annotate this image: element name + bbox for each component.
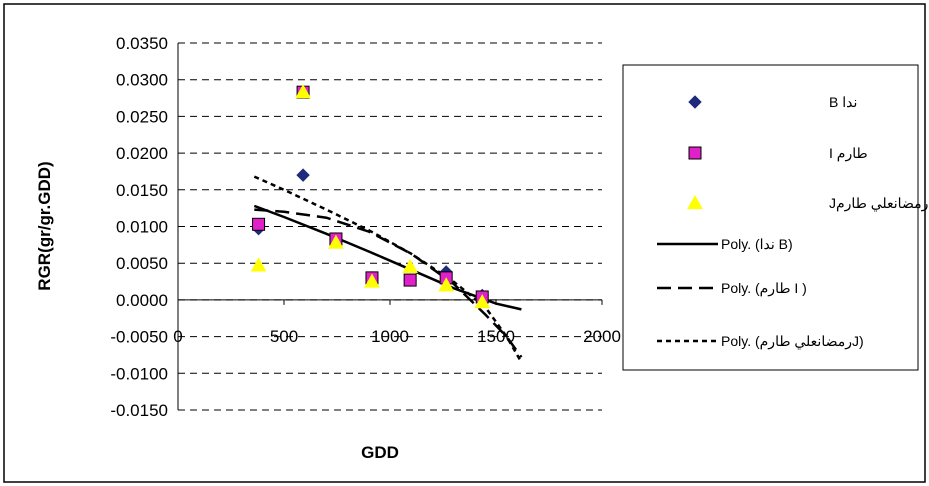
x-tick-label: 1500 [477,327,515,346]
legend-label: Poly. (طارم I ) [721,280,807,297]
legend-label: Poly. (رمضانعلي طارمJ) [721,333,864,350]
data-markers [250,84,491,309]
data-point [296,168,310,182]
y-tick-label: 0.0200 [116,144,168,163]
y-axis-title: RGR(gr/gr.GDD) [35,161,54,290]
legend-marker [688,95,702,109]
data-point [403,273,417,287]
data-point [250,257,267,272]
trendline [253,175,523,363]
y-tick-label: 0.0250 [116,107,168,126]
legend-marker [688,146,702,160]
data-point [295,84,311,99]
y-tick-label: -0.0100 [110,364,168,383]
legend-marker [687,194,703,210]
data-point [328,234,344,249]
data-point [364,273,380,288]
y-tick-labels: 0.0350 0.0300 0.0250 0.0200 0.0150 0.0100 0.00… [110,34,168,420]
trendlines [253,175,523,363]
legend-label: طارم I [829,145,868,162]
y-tick-label: 0.0150 [116,181,168,200]
x-tick-label: 1000 [371,327,409,346]
legend-label: Poly. (ندا B) [721,236,793,252]
x-tick-label: 500 [270,327,298,346]
y-tick-label: -0.0050 [110,328,168,347]
legend-box [622,64,919,371]
legend-items: ندا B طارم I رمضانعلي طارمJ Poly. (ندا B) Po… [657,94,928,350]
trendline [253,204,522,311]
x-axis-title: GDD [361,443,399,462]
y-tick-label: 0.0350 [116,34,168,53]
y-tick-label: 0.0100 [116,218,168,237]
x-tick-label: 0 [173,327,182,346]
legend-label: رمضانعلي طارمJ [829,195,928,212]
y-tick-label: -0.0150 [110,401,168,420]
legend-label: ندا B [829,94,857,110]
data-point [252,217,266,231]
data-point [438,277,455,292]
x-tick-labels: 0 500 1000 1500 2000 [173,327,621,346]
legend: ندا B طارم I رمضانعلي طارمJ Poly. (ندا B) Po… [622,64,928,371]
data-point [402,258,418,273]
x-tick-label: 2000 [583,327,621,346]
y-tick-label: 0.0050 [116,254,168,273]
y-tick-label: 0.0000 [116,291,168,310]
trendline [254,208,523,358]
data-point [474,294,491,309]
y-tick-label: 0.0300 [116,71,168,90]
